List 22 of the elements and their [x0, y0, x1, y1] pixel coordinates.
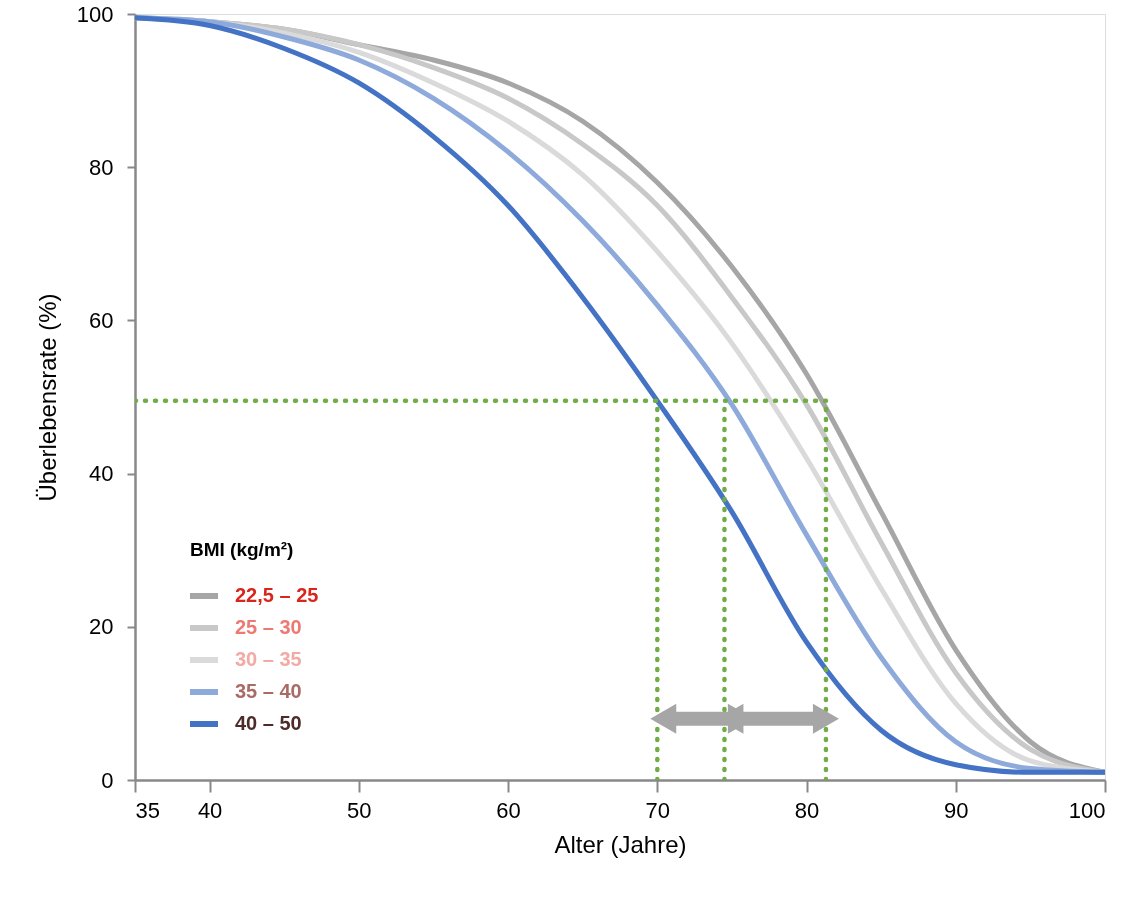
- y-axis-title: Überlebensrate (%): [33, 293, 61, 502]
- legend-label: 35 – 40: [235, 680, 302, 702]
- legend-label: 30 – 35: [235, 648, 302, 670]
- x-tick-label: 50: [347, 797, 372, 823]
- x-axis-title: Alter (Jahre): [554, 830, 687, 858]
- x-tick-label: 35: [135, 797, 160, 823]
- x-tick-label: 70: [645, 797, 671, 823]
- y-tick-label: 100: [76, 1, 114, 27]
- y-tick-label: 80: [89, 154, 114, 180]
- x-tick-label: 100: [1068, 797, 1106, 823]
- y-tick-label: 0: [101, 767, 114, 793]
- y-tick-label: 60: [89, 307, 114, 333]
- y-tick-label: 40: [89, 461, 114, 487]
- legend-label: 25 – 30: [235, 616, 302, 638]
- x-tick-label: 80: [794, 797, 820, 823]
- y-tick-label: 20: [89, 614, 114, 640]
- legend-label: 22,5 – 25: [235, 584, 319, 606]
- x-tick-label: 60: [496, 797, 521, 823]
- legend-label: 40 – 50: [235, 712, 302, 734]
- legend-title: BMI (kg/m²): [190, 539, 294, 560]
- x-tick-label: 90: [944, 797, 969, 823]
- x-tick-label: 40: [197, 797, 223, 823]
